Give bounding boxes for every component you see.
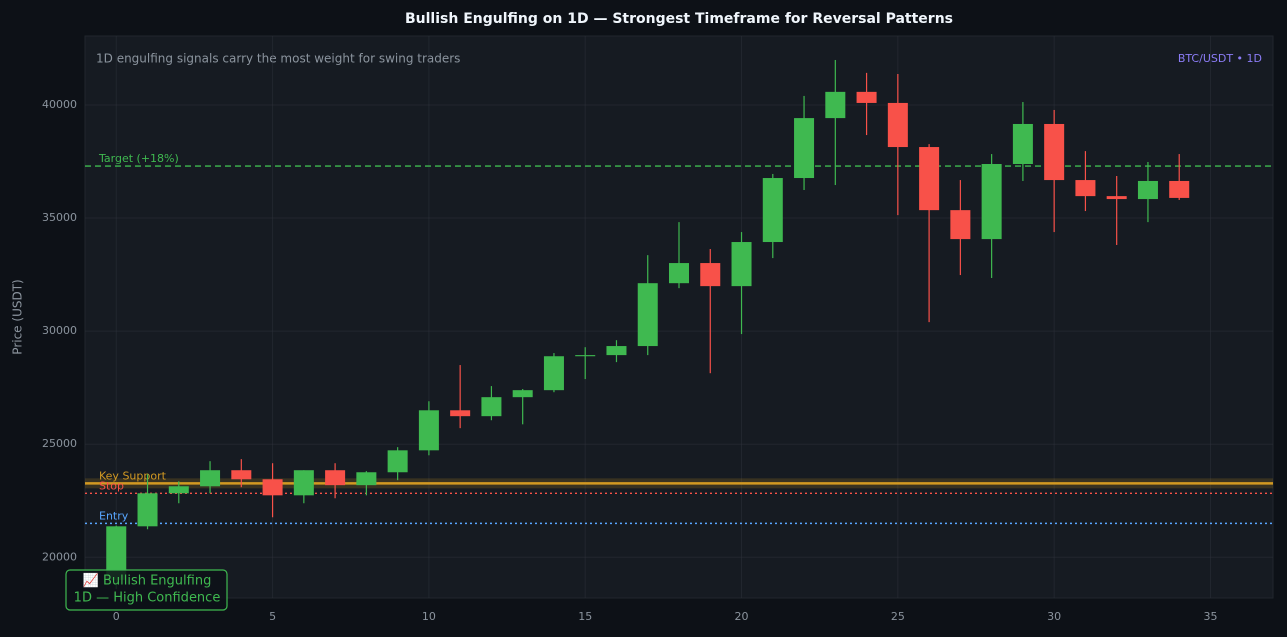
- candle-body: [762, 178, 783, 243]
- candle-body: [606, 346, 627, 356]
- candle-body: [637, 283, 658, 347]
- y-tick-label: 35000: [42, 211, 77, 224]
- candle-body: [731, 242, 752, 287]
- candle-body: [1075, 180, 1096, 197]
- candle-body: [825, 91, 846, 119]
- candle-body: [106, 526, 127, 580]
- candle-body: [950, 210, 971, 240]
- candle-body: [919, 147, 940, 211]
- candle-body: [1137, 180, 1158, 200]
- corner-label: BTC/USDT • 1D: [1178, 52, 1262, 65]
- level-label: Stop: [99, 479, 124, 492]
- y-axis-label: Price (USDT): [11, 279, 25, 354]
- x-tick-label: 10: [422, 610, 436, 623]
- candle-body: [575, 355, 596, 357]
- candle-body: [1044, 123, 1065, 181]
- candle-body: [981, 164, 1002, 240]
- subtitle: 1D engulfing signals carry the most weig…: [96, 52, 460, 66]
- x-tick-label: 0: [113, 610, 120, 623]
- y-tick-label: 40000: [42, 98, 77, 111]
- x-tick-label: 25: [891, 610, 905, 623]
- x-tick-label: 20: [735, 610, 749, 623]
- candle-body: [387, 450, 408, 473]
- candle-body: [231, 470, 252, 480]
- annotation-text: 1D — High Confidence: [74, 591, 221, 606]
- x-tick-label: 15: [578, 610, 592, 623]
- level-label: Entry: [99, 509, 129, 522]
- candle-body: [325, 470, 346, 486]
- candle-body: [262, 479, 283, 496]
- candle-body: [1106, 196, 1127, 200]
- candle-body: [668, 263, 690, 284]
- candle-body: [418, 410, 439, 451]
- level-label: Key Support: [99, 469, 167, 482]
- candle-body: [700, 263, 721, 287]
- y-tick-label: 20000: [42, 550, 77, 563]
- candle-body: [887, 102, 908, 148]
- candle-body: [1012, 123, 1033, 165]
- candle-body: [512, 390, 533, 398]
- annotation-text: 📈 Bullish Engulfing: [83, 573, 212, 589]
- candle-body: [137, 493, 158, 527]
- y-tick-label: 30000: [42, 324, 77, 337]
- candle-body: [856, 91, 877, 103]
- x-tick-label: 30: [1047, 610, 1061, 623]
- annotation-box: [65, 569, 228, 611]
- candle-body: [200, 470, 221, 487]
- candle-body: [543, 356, 564, 391]
- y-tick-label: 25000: [42, 437, 77, 450]
- candle-body: [293, 470, 314, 496]
- level-label: Target (+18%): [98, 152, 179, 165]
- candle-body: [1169, 180, 1190, 198]
- candle-body: [794, 118, 815, 179]
- candle-body: [450, 410, 471, 417]
- plot-area: [84, 35, 1274, 599]
- candle-body: [356, 472, 377, 486]
- x-tick-label: 35: [1203, 610, 1217, 623]
- candle-body: [481, 397, 502, 417]
- chart-title: Bullish Engulfing on 1D — Strongest Time…: [405, 11, 953, 27]
- candle-body: [168, 486, 189, 494]
- x-tick-label: 5: [269, 610, 276, 623]
